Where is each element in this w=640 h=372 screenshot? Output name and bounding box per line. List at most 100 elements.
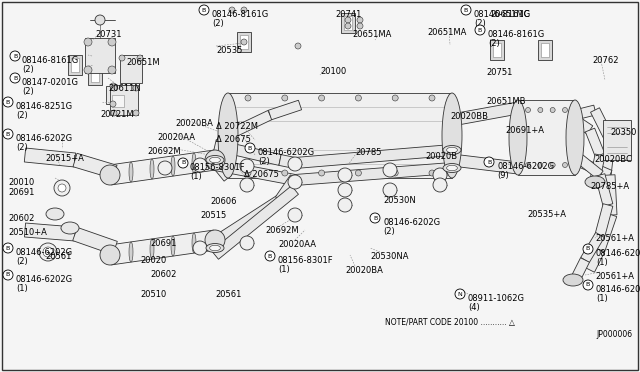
Text: 20561+A: 20561+A (595, 234, 634, 243)
Text: 20561+A: 20561+A (595, 272, 634, 281)
Ellipse shape (95, 15, 105, 25)
Polygon shape (586, 248, 604, 272)
Bar (91, 68, 99, 82)
Text: (2): (2) (16, 143, 28, 152)
Bar (71, 58, 79, 72)
Polygon shape (109, 150, 216, 185)
Ellipse shape (319, 95, 324, 101)
Bar (344, 16, 352, 30)
Text: 20651M: 20651M (126, 58, 159, 67)
Ellipse shape (150, 239, 154, 259)
Ellipse shape (338, 168, 352, 182)
Bar (110, 85, 138, 115)
Ellipse shape (3, 97, 13, 107)
Bar (341, 13, 355, 33)
Text: 20535: 20535 (216, 46, 243, 55)
Polygon shape (605, 175, 617, 215)
Bar (240, 35, 248, 49)
Polygon shape (451, 102, 519, 126)
Text: 20606: 20606 (210, 197, 237, 206)
Text: 08156-8301F: 08156-8301F (190, 163, 246, 172)
Ellipse shape (583, 244, 593, 254)
Ellipse shape (205, 150, 225, 170)
Polygon shape (590, 154, 605, 181)
Ellipse shape (383, 163, 397, 177)
Text: B: B (248, 145, 252, 151)
Text: 20010: 20010 (8, 178, 35, 187)
Ellipse shape (205, 230, 225, 250)
Ellipse shape (137, 55, 143, 61)
Text: 08146-8161G: 08146-8161G (488, 30, 545, 39)
Ellipse shape (58, 184, 66, 192)
Bar (237, 32, 251, 52)
Ellipse shape (3, 129, 13, 139)
Ellipse shape (319, 170, 324, 176)
Ellipse shape (288, 157, 302, 171)
Text: (2): (2) (488, 39, 500, 48)
Ellipse shape (108, 66, 116, 74)
Text: 20692M: 20692M (265, 226, 299, 235)
Ellipse shape (240, 159, 254, 173)
Text: 20530N: 20530N (383, 196, 416, 205)
Text: 08911-1062G: 08911-1062G (468, 294, 525, 303)
Polygon shape (586, 128, 605, 157)
Ellipse shape (218, 93, 238, 178)
Polygon shape (573, 155, 612, 180)
Text: 20561: 20561 (45, 252, 72, 261)
Ellipse shape (229, 7, 235, 13)
Text: B: B (13, 54, 17, 58)
Bar (120, 55, 142, 83)
Bar (493, 43, 501, 57)
Ellipse shape (442, 93, 462, 178)
Text: 20651MA: 20651MA (352, 30, 392, 39)
Polygon shape (574, 105, 596, 120)
Text: Δ 20675: Δ 20675 (244, 170, 279, 179)
Text: B: B (6, 246, 10, 250)
Bar (68, 55, 82, 75)
Ellipse shape (357, 23, 363, 29)
Ellipse shape (3, 243, 13, 253)
Text: 20651MB: 20651MB (486, 97, 525, 106)
Text: 20741: 20741 (335, 10, 362, 19)
Ellipse shape (475, 25, 485, 35)
Text: (1): (1) (190, 172, 202, 181)
Polygon shape (24, 148, 76, 167)
Text: 20751: 20751 (486, 68, 513, 77)
Ellipse shape (509, 100, 527, 175)
Bar (106, 86, 120, 104)
Ellipse shape (392, 95, 398, 101)
Text: B: B (464, 7, 468, 13)
Text: 20691: 20691 (8, 188, 35, 197)
Text: B: B (202, 7, 206, 13)
Text: (2): (2) (474, 19, 486, 28)
Ellipse shape (429, 170, 435, 176)
Text: 20530NA: 20530NA (370, 252, 408, 261)
Ellipse shape (240, 236, 254, 250)
Text: 20762: 20762 (592, 56, 618, 65)
Text: B: B (487, 160, 491, 164)
Ellipse shape (54, 180, 70, 196)
Text: JP000006: JP000006 (596, 330, 632, 339)
Ellipse shape (338, 198, 352, 212)
Ellipse shape (111, 110, 117, 116)
Ellipse shape (282, 95, 288, 101)
Polygon shape (226, 110, 272, 140)
Polygon shape (210, 132, 235, 163)
Text: 20020B: 20020B (425, 152, 457, 161)
Text: (1): (1) (596, 294, 608, 303)
Ellipse shape (199, 5, 209, 15)
Text: (1): (1) (278, 265, 290, 274)
Ellipse shape (550, 163, 555, 167)
Polygon shape (595, 214, 617, 251)
Polygon shape (570, 258, 589, 282)
Ellipse shape (241, 39, 247, 45)
Text: (2): (2) (258, 157, 269, 166)
Polygon shape (294, 163, 452, 186)
Text: 08146-6202G: 08146-6202G (497, 162, 554, 171)
Text: 20785+A: 20785+A (590, 182, 629, 191)
Text: 20350: 20350 (610, 128, 636, 137)
Ellipse shape (265, 251, 275, 261)
Ellipse shape (583, 280, 593, 290)
Text: (4): (4) (468, 303, 480, 312)
Polygon shape (73, 227, 117, 254)
